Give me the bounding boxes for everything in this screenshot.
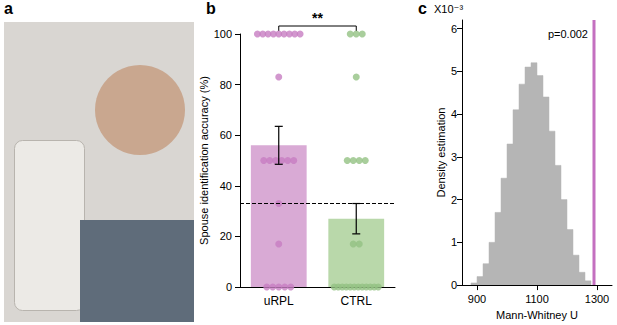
svg-text:0: 0 [226, 281, 232, 293]
svg-text:4: 4 [451, 108, 457, 120]
svg-text:100: 100 [214, 28, 232, 40]
svg-text:CTRL: CTRL [341, 294, 373, 308]
svg-text:b: b [206, 0, 216, 17]
svg-text:1100: 1100 [525, 293, 549, 305]
svg-text:20: 20 [220, 230, 232, 242]
svg-text:Density estimation: Density estimation [435, 108, 447, 198]
svg-text:5: 5 [451, 65, 457, 77]
svg-text:X10⁻³: X10⁻³ [434, 3, 463, 15]
svg-text:Mann-Whitney U: Mann-Whitney U [496, 309, 578, 321]
svg-text:6: 6 [451, 23, 457, 35]
svg-text:80: 80 [220, 79, 232, 91]
svg-text:60: 60 [220, 129, 232, 141]
svg-text:uRPL: uRPL [264, 294, 294, 308]
svg-text:Spouse identification accuracy: Spouse identification accuracy (%) [198, 76, 210, 245]
svg-text:a: a [4, 0, 13, 17]
svg-text:900: 900 [468, 293, 486, 305]
svg-text:p=0.002: p=0.002 [548, 28, 588, 40]
svg-text:40: 40 [220, 180, 232, 192]
svg-text:**: ** [312, 10, 323, 26]
svg-text:1300: 1300 [585, 293, 609, 305]
svg-text:3: 3 [451, 151, 457, 163]
svg-text:1: 1 [451, 236, 457, 248]
svg-text:2: 2 [451, 194, 457, 206]
svg-text:c: c [418, 0, 427, 17]
svg-text:0: 0 [451, 279, 457, 291]
